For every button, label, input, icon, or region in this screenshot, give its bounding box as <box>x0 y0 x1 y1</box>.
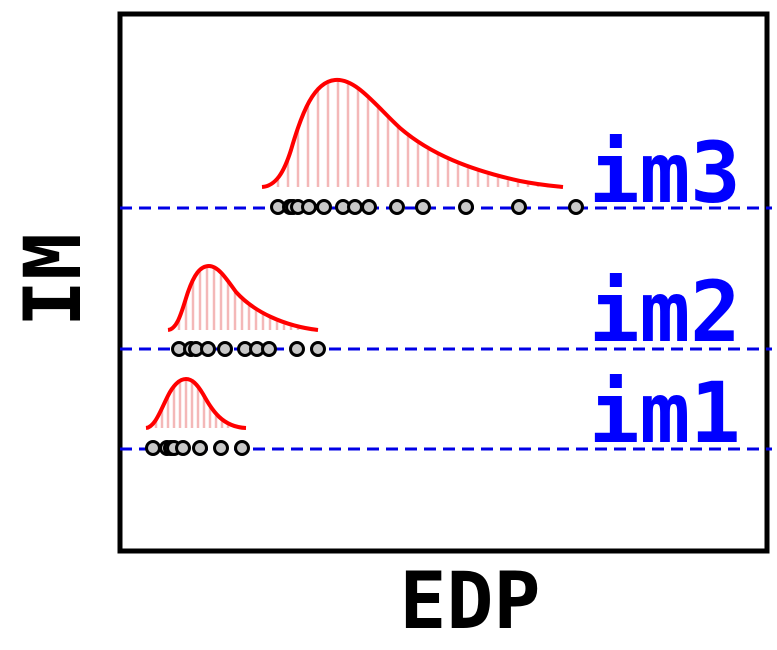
sample-point <box>200 341 216 357</box>
sample-point <box>145 440 161 456</box>
level-label-im1: im1 <box>589 364 741 462</box>
sample-point <box>458 199 474 215</box>
sample-point <box>389 199 405 215</box>
pdf-hatching-im2 <box>170 268 314 332</box>
pdf-curve-im1 <box>145 377 247 430</box>
sample-point <box>568 199 584 215</box>
samples-im3 <box>270 199 584 215</box>
samples-im1 <box>145 440 250 456</box>
level-label-im2: im2 <box>589 263 741 361</box>
sample-point <box>261 341 277 357</box>
sample-point <box>289 341 305 357</box>
sample-point <box>415 199 431 215</box>
sample-point <box>217 341 233 357</box>
level-im2: im2 <box>120 263 772 361</box>
y-axis-label: IM <box>9 233 99 327</box>
plot-frame <box>117 11 770 554</box>
sample-point <box>175 440 191 456</box>
sample-point <box>192 440 208 456</box>
sample-point <box>347 199 363 215</box>
pdf-curve-im2 <box>167 264 319 332</box>
level-label-im3: im3 <box>589 124 741 222</box>
sample-point <box>301 199 317 215</box>
level-im1: im1 <box>120 364 772 462</box>
sample-point <box>234 440 250 456</box>
samples-im2 <box>171 341 326 357</box>
pdf-hatching-im3 <box>266 81 560 189</box>
level-im3: im3 <box>120 77 772 222</box>
sample-point <box>213 440 229 456</box>
sample-point <box>310 341 326 357</box>
sample-point <box>316 199 332 215</box>
pdf-curve-im3 <box>261 77 564 189</box>
x-axis-label: EDP <box>400 557 541 647</box>
sample-point <box>511 199 527 215</box>
sample-point <box>361 199 377 215</box>
